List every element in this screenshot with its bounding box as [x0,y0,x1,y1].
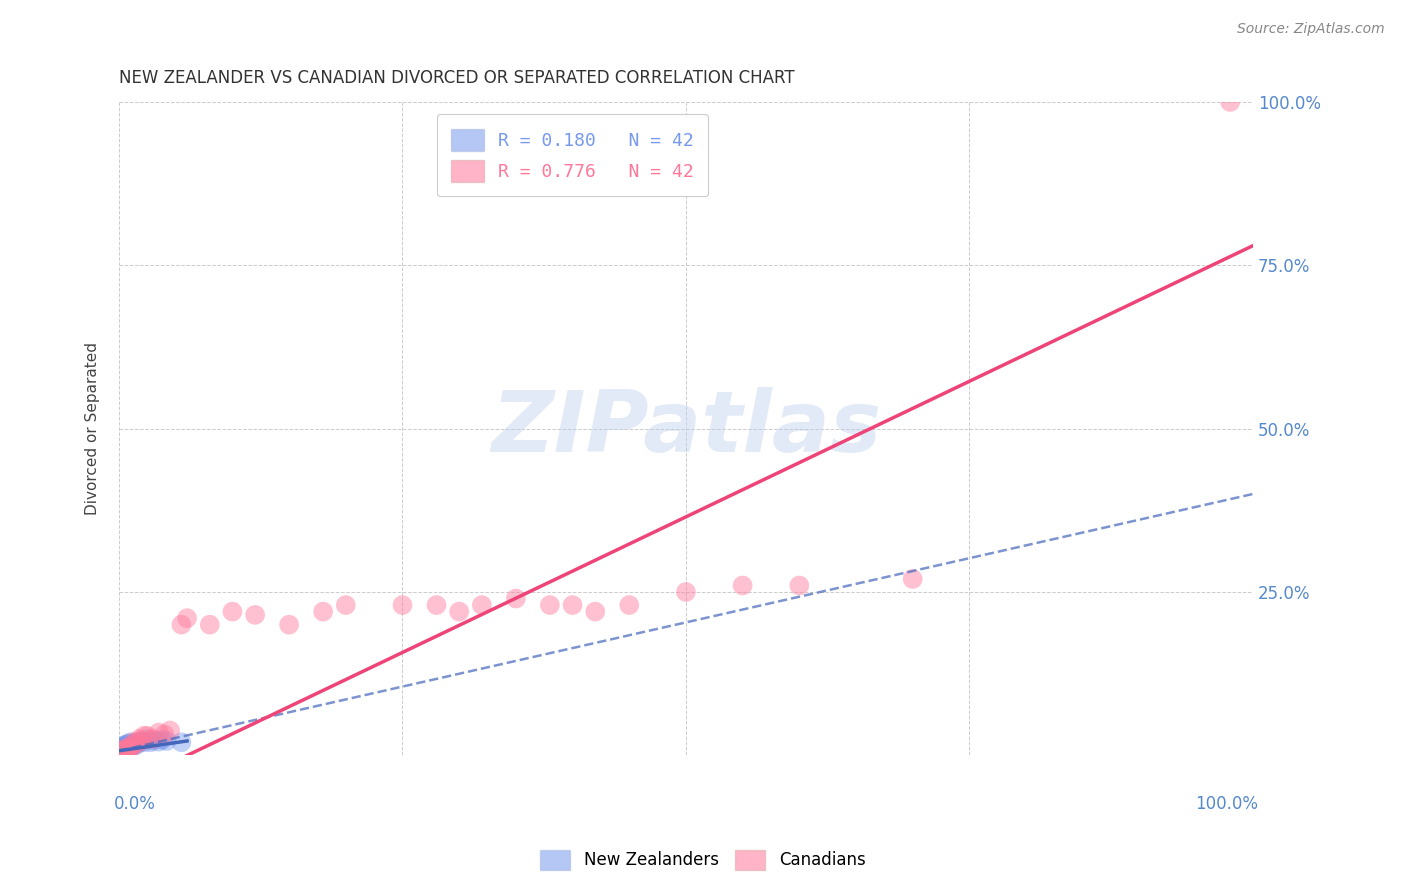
Point [115,743,138,757]
Point [115,743,138,757]
Point [125,737,148,751]
Point [110,744,132,758]
Point [391,598,413,612]
Point [128,736,150,750]
Point [112,740,135,755]
Point [115,740,138,755]
Point [115,738,138,752]
Point [115,741,138,756]
Point [471,598,494,612]
Point [176,611,198,625]
Point [118,737,141,751]
Point [131,734,153,748]
Point [120,741,142,756]
Point [114,747,136,761]
Legend: R = 0.180   N = 42, R = 0.776   N = 42: R = 0.180 N = 42, R = 0.776 N = 42 [437,114,709,196]
Point [561,598,583,612]
Point [243,607,266,622]
Point [115,742,138,756]
Point [117,741,139,756]
Point [115,737,138,751]
Point [449,605,471,619]
Point [121,739,143,754]
Point [731,578,754,592]
Point [120,735,142,749]
Point [114,744,136,758]
Point [789,578,811,592]
Point [136,731,159,746]
Point [110,740,132,755]
Point [128,731,150,746]
Point [117,739,139,753]
Point [170,735,193,749]
Point [112,745,135,759]
Point [156,734,179,748]
Point [675,585,697,599]
Point [127,735,149,749]
Point [148,734,170,748]
Text: Source: ZipAtlas.com: Source: ZipAtlas.com [1237,22,1385,37]
Point [111,741,134,756]
Point [120,739,142,754]
Point [108,745,131,759]
Point [108,746,131,760]
Text: NEW ZEALANDER VS CANADIAN DIVORCED OR SEPARATED CORRELATION CHART: NEW ZEALANDER VS CANADIAN DIVORCED OR SE… [120,69,794,87]
Text: ZIPatlas: ZIPatlas [491,387,882,470]
Point [278,617,301,632]
Point [125,738,148,752]
Point [142,731,165,746]
Point [159,723,181,738]
Point [121,739,143,753]
Point [112,743,135,757]
Point [425,598,447,612]
Point [114,744,136,758]
Point [901,572,924,586]
Text: 0.0%: 0.0% [114,795,155,813]
Point [1219,95,1241,109]
Point [111,748,134,763]
Point [114,739,136,754]
Point [122,737,145,751]
Point [131,734,153,748]
Point [111,743,134,757]
Point [139,735,162,749]
Point [150,732,173,747]
Point [132,735,155,749]
Point [619,598,641,612]
Point [111,739,134,754]
Point [335,598,357,612]
Point [114,741,136,756]
Legend: New Zealanders, Canadians: New Zealanders, Canadians [534,843,872,877]
Point [153,727,176,741]
Point [118,740,141,755]
Text: 100.0%: 100.0% [1195,795,1258,813]
Point [132,729,155,743]
Point [221,605,243,619]
Point [136,729,159,743]
Point [117,740,139,755]
Point [505,591,527,606]
Point [115,739,138,754]
Point [170,617,193,632]
Y-axis label: Divorced or Separated: Divorced or Separated [86,343,100,516]
Point [583,605,606,619]
Point [538,598,561,612]
Point [142,733,165,747]
Point [110,743,132,757]
Point [198,617,221,632]
Point [110,745,132,759]
Point [108,741,131,756]
Point [312,605,335,619]
Point [112,739,135,753]
Point [111,744,134,758]
Point [122,735,145,749]
Point [148,725,170,739]
